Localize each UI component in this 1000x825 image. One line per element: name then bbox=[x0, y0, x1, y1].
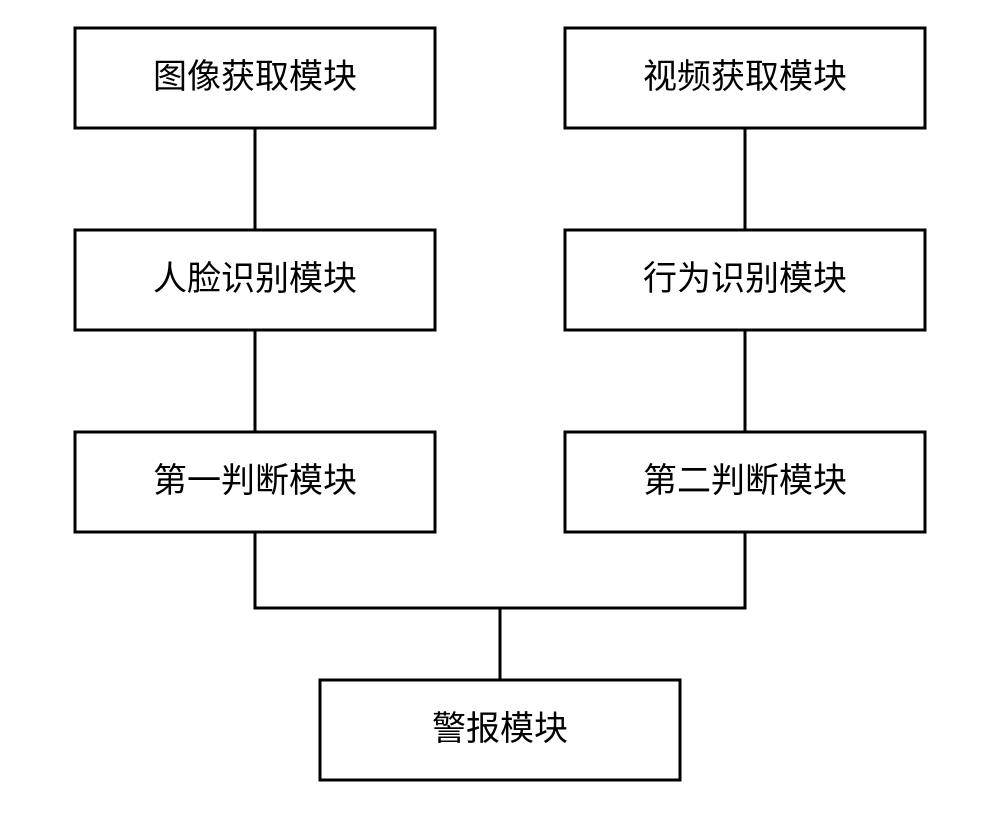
node-second-judgment: 第二判断模块 bbox=[565, 432, 925, 532]
node-behavior-recognition: 行为识别模块 bbox=[565, 230, 925, 330]
node-image-acquire-label: 图像获取模块 bbox=[153, 58, 357, 96]
edge-e5 bbox=[255, 532, 500, 680]
node-behavior-recognition-label: 行为识别模块 bbox=[643, 260, 847, 298]
edge-e6 bbox=[500, 532, 745, 680]
node-first-judgment: 第一判断模块 bbox=[75, 432, 435, 532]
node-face-recognition-label: 人脸识别模块 bbox=[153, 260, 357, 298]
node-video-acquire-label: 视频获取模块 bbox=[643, 58, 847, 96]
node-second-judgment-label: 第二判断模块 bbox=[643, 462, 847, 500]
flowchart-diagram: 图像获取模块 视频获取模块人脸识别模块 行为识别模块第一判断模块 第二判断模块警报模块 bbox=[0, 0, 1000, 825]
node-first-judgment-label: 第一判断模块 bbox=[153, 462, 357, 500]
node-alarm: 警报模块 bbox=[320, 680, 680, 780]
node-face-recognition: 人脸识别模块 bbox=[75, 230, 435, 330]
node-video-acquire: 视频获取模块 bbox=[565, 28, 925, 128]
node-alarm-label: 警报模块 bbox=[432, 710, 568, 748]
node-image-acquire: 图像获取模块 bbox=[75, 28, 435, 128]
